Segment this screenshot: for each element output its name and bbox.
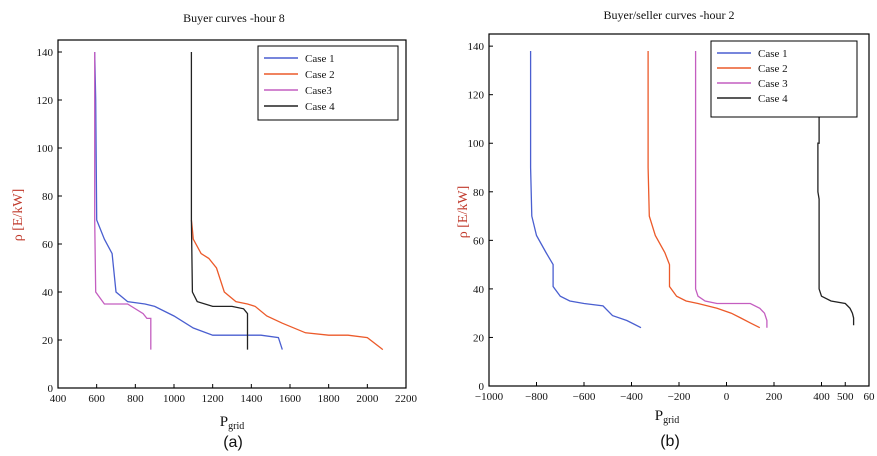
panel-a-legend-label-2: Case 2 <box>305 69 335 81</box>
panel-a-x-tick-label: 800 <box>127 393 144 405</box>
panel-a-x-label-main: P <box>220 414 228 430</box>
panel-b-x-tick-label: 200 <box>766 391 783 403</box>
panel-b-x-tick-label: −1000 <box>475 391 504 403</box>
panel-a-chart: Buyer curves -hour 8 400 600 800 1000 1200 14… <box>11 11 418 451</box>
panel-a-legend-label-4: Case 4 <box>305 101 335 113</box>
panel-a-y-tick-label: 0 <box>48 383 54 395</box>
panel-a-x-tick-label: 400 <box>50 393 67 405</box>
panel-b-y-tick-label: 100 <box>468 138 485 150</box>
panel-b-x-label-sub: grid <box>663 415 679 426</box>
panel-b-legend-label-2: Case 2 <box>758 63 788 75</box>
panel-a-series-line-2 <box>190 219 384 351</box>
panel-a-y-tick-label: 100 <box>37 143 54 155</box>
panel-b-x-label-main: P <box>655 408 663 424</box>
panel-a-x-tick-label: 1000 <box>163 393 186 405</box>
panel-b-x-tick-label: 60 <box>864 391 876 403</box>
panel-b-y-tick-label: 60 <box>473 235 485 247</box>
panel-a-x-tick-label: 1200 <box>202 393 225 405</box>
panel-a-x-label-sub: grid <box>228 421 244 432</box>
panel-b-series-line-2 <box>647 51 761 329</box>
panel-a-tag: (a) <box>223 434 243 451</box>
panel-b-x-tick-label: −400 <box>620 391 643 403</box>
panel-a-series-line-3 <box>94 52 152 350</box>
panel-b-title: Buyer/seller curves -hour 2 <box>604 8 735 22</box>
panel-b-y-axis: 0 20 40 60 80 100 120 140 <box>468 41 493 393</box>
panel-a-y-tick-label: 140 <box>37 47 54 59</box>
panel-b-y-label: ρ [E/kW] <box>456 186 471 238</box>
panel-a-y-tick-label: 60 <box>42 239 54 251</box>
panel-a-legend-label-3: Case3 <box>305 85 332 97</box>
panel-a-x-tick-label: 2000 <box>356 393 379 405</box>
panel-b-series-line-4 <box>817 51 855 326</box>
panel-b-legend-label-3: Case 3 <box>758 78 788 90</box>
panel-a-y-tick-label: 40 <box>42 287 54 299</box>
panel-b-y-tick-label: 40 <box>473 284 485 296</box>
panel-b-legend-label-4: Case 4 <box>758 93 788 105</box>
panel-b-series-layer <box>529 51 855 329</box>
panel-a-series-line-1 <box>94 51 283 350</box>
panel-b-chart: Buyer/seller curves -hour 2 −1000 −800 −60… <box>456 8 875 450</box>
panel-a-legend-label-1: Case 1 <box>305 53 335 65</box>
panel-a-y-axis: 0 20 40 60 80 100 120 140 <box>37 47 62 395</box>
panel-a-x-tick-label: 1800 <box>318 393 341 405</box>
panel-b-series-line-1 <box>529 51 642 329</box>
panel-b-x-tick-label: −200 <box>668 391 691 403</box>
panel-a-series-line-4 <box>190 52 249 350</box>
panel-b-y-tick-label: 120 <box>468 90 485 102</box>
panel-a-y-tick-label: 80 <box>42 191 54 203</box>
panel-b-legend-label-1: Case 1 <box>758 48 788 60</box>
panel-b-tag: (b) <box>660 433 680 450</box>
panel-a-x-tick-label: 1600 <box>279 393 302 405</box>
panel-b-legend: Case 1 Case 2 Case 3 Case 4 <box>710 40 858 118</box>
panel-a-series-layer <box>94 51 384 351</box>
panel-b-x-axis: −1000 −800 −600 −400 −200 0 200 400 500 60 <box>475 382 875 403</box>
panel-b-y-tick-label: 20 <box>473 332 485 344</box>
panel-b-x-tick-label: 0 <box>724 391 730 403</box>
panel-a-x-tick-label: 1400 <box>240 393 263 405</box>
panel-a-x-label: Pgrid <box>220 414 244 432</box>
panel-a-y-tick-label: 120 <box>37 95 54 107</box>
panel-a-y-tick-label: 20 <box>42 335 54 347</box>
panel-a-x-tick-label: 600 <box>88 393 105 405</box>
panel-b-y-tick-label: 140 <box>468 41 485 53</box>
panel-b-x-tick-label: 400 <box>813 391 830 403</box>
panel-a-y-label: ρ [E/kW] <box>11 189 26 241</box>
panel-b-x-label: Pgrid <box>655 408 679 426</box>
panel-a-x-axis: 400 600 800 1000 1200 1400 1600 1800 2000 2200 <box>50 384 418 405</box>
panel-a-title: Buyer curves -hour 8 <box>183 11 285 25</box>
panel-b-x-tick-label: 500 <box>837 391 854 403</box>
panel-b-x-tick-label: −600 <box>573 391 596 403</box>
panel-b-y-tick-label: 80 <box>473 187 485 199</box>
panel-a-x-tick-label: 2200 <box>395 393 418 405</box>
panel-b-series-line-3 <box>694 51 768 328</box>
panel-a-legend: Case 1 Case 2 Case3 Case 4 <box>257 45 399 121</box>
panel-b-x-tick-label: −800 <box>525 391 548 403</box>
panel-b-y-tick-label: 0 <box>479 381 485 393</box>
